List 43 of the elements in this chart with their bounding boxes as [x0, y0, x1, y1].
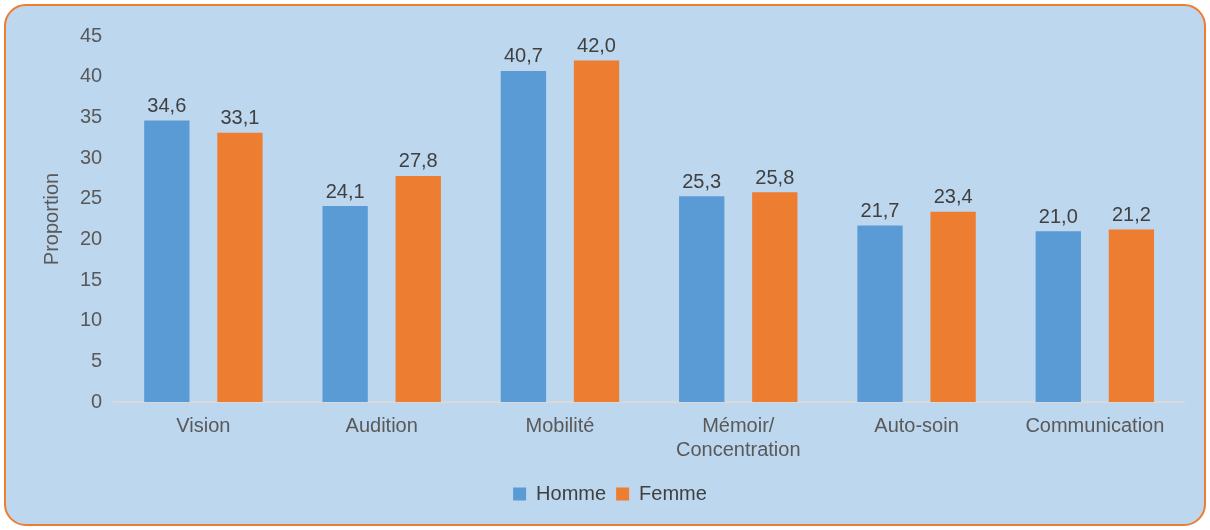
data-label: 21,0 [1038, 204, 1078, 227]
bar [930, 211, 976, 402]
data-label: 33,1 [220, 106, 260, 129]
y-tick-label: 25 [80, 186, 103, 209]
y-tick-label: 45 [80, 23, 103, 46]
y-tick-label: 0 [91, 389, 103, 412]
bar [857, 225, 903, 402]
data-label: 42,0 [577, 33, 616, 56]
bar [1108, 229, 1155, 402]
bar [322, 205, 368, 402]
data-label: 25,8 [755, 165, 795, 188]
y-tick-label: 30 [80, 145, 103, 168]
bar [144, 120, 190, 402]
bar [500, 70, 547, 402]
y-axis-title: Proportion [39, 172, 62, 266]
data-label: 24,1 [325, 179, 365, 202]
x-tick-label: Communication [1025, 413, 1165, 436]
x-tick-label: Auto-soin [874, 413, 959, 436]
bar [395, 175, 441, 402]
y-tick-label: 5 [91, 348, 103, 371]
x-tick-label: Audition [345, 413, 418, 436]
data-label: 21,7 [860, 199, 900, 222]
data-label: 27,8 [398, 149, 438, 172]
x-tick-label: Mobilité [525, 413, 595, 436]
y-tick-label: 15 [80, 267, 103, 290]
x-tick-label: Mémoir/ Concentration [676, 413, 801, 460]
data-label: 21,2 [1111, 203, 1151, 226]
y-tick-label: 35 [80, 104, 103, 127]
bar [752, 192, 798, 402]
legend-label: Femme [639, 481, 707, 504]
y-tick-label: 40 [80, 64, 103, 87]
data-label: 25,3 [682, 169, 722, 192]
y-tick-label: 10 [80, 308, 103, 331]
bar [217, 132, 263, 402]
bar [1035, 231, 1081, 402]
data-label: 34,6 [147, 94, 187, 117]
y-tick-label: 20 [80, 226, 103, 249]
x-tick-label: Vision [176, 413, 231, 436]
bar [679, 196, 725, 402]
bar [573, 60, 620, 402]
data-label: 40,7 [503, 44, 543, 67]
legend-label: Homme [536, 481, 607, 504]
data-label: 23,4 [933, 185, 973, 208]
